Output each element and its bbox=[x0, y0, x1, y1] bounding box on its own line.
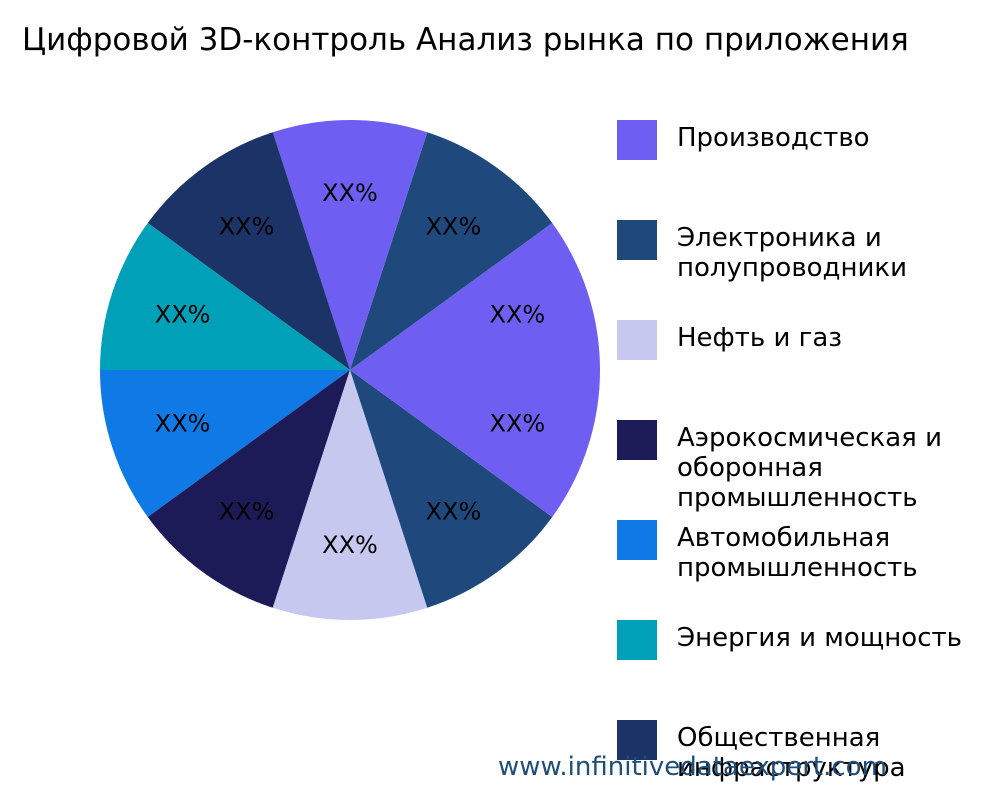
slice-label: XX% bbox=[490, 301, 546, 329]
legend-label: Энергия и мощность bbox=[677, 623, 962, 653]
legend-label: Производство bbox=[677, 123, 870, 153]
pie-slice bbox=[147, 132, 350, 370]
pie-slice bbox=[350, 370, 553, 608]
pie-slice bbox=[272, 120, 428, 371]
pie-slice bbox=[147, 370, 350, 608]
legend-label: Нефть и газ bbox=[677, 323, 843, 353]
slice-label: XX% bbox=[426, 213, 482, 241]
legend-swatch bbox=[617, 720, 657, 760]
slice-label: XX% bbox=[155, 301, 211, 329]
legend-swatch bbox=[617, 520, 657, 560]
legend-swatch bbox=[617, 320, 657, 360]
legend-swatch bbox=[617, 420, 657, 460]
pie-slice bbox=[272, 370, 428, 620]
slice-label: XX% bbox=[322, 531, 378, 559]
legend-swatch bbox=[617, 120, 657, 160]
legend: Производство Электроника и полупроводник… bbox=[617, 0, 1000, 800]
watermark: www.infinitivedataexpert.com bbox=[498, 752, 887, 782]
pie-slice bbox=[350, 132, 553, 370]
slice-label: XX% bbox=[322, 179, 378, 207]
legend-label: Аэрокосмическая и оборонная промышленнос… bbox=[677, 423, 942, 513]
pie-slice bbox=[100, 223, 350, 370]
legend-swatch bbox=[617, 220, 657, 260]
pie-slices bbox=[100, 120, 600, 620]
legend-label: Электроника и полупроводники bbox=[677, 223, 908, 283]
legend-swatch bbox=[617, 620, 657, 660]
slice-label: XX% bbox=[155, 409, 211, 437]
slice-label: XX% bbox=[490, 409, 546, 437]
pie-slice-labels: XX% XX% XX% XX% XX% XX% XX% XX% XX% XX% bbox=[155, 179, 545, 559]
legend-label: Автомобильная промышленность bbox=[677, 523, 918, 583]
slice-label: XX% bbox=[219, 497, 275, 525]
chart-title: Цифровой 3D-контроль Анализ рынка по при… bbox=[22, 22, 909, 58]
legend-label: Общественная инфраструктура bbox=[677, 723, 906, 783]
slice-label: XX% bbox=[219, 213, 275, 241]
slice-label: XX% bbox=[426, 497, 482, 525]
pie-slice bbox=[350, 370, 600, 517]
pie-slice bbox=[350, 223, 600, 370]
pie-slice bbox=[100, 370, 350, 517]
